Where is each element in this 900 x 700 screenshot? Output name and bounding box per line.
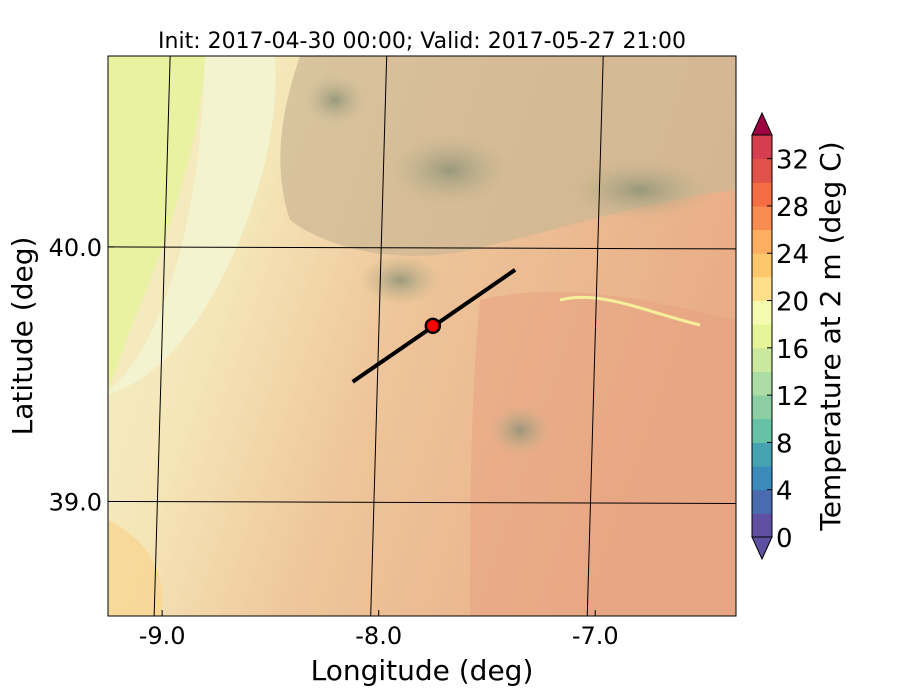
mountain-contour <box>570 160 710 220</box>
colorbar-bin <box>752 395 772 420</box>
colorbar-tick-label: 16 <box>776 335 809 365</box>
longitude-gridline <box>586 56 604 616</box>
colorbar-bin <box>752 418 772 443</box>
colorbar-outline <box>751 134 773 538</box>
mountain-contour <box>390 135 510 205</box>
colorbar-min-extension <box>751 536 773 561</box>
location-marker <box>424 317 442 335</box>
colorbar-tick-label: 12 <box>776 382 809 412</box>
mild-coastal-region <box>108 56 276 395</box>
colorbar-bin <box>752 253 772 278</box>
river-valley-line <box>559 295 701 327</box>
y-axis-label: Latitude (deg) <box>6 237 39 436</box>
colorbar-bin <box>752 513 772 538</box>
colorbar-bin <box>752 276 772 302</box>
colorbar-bin <box>752 229 772 254</box>
colorbar-max-extension <box>751 111 773 136</box>
x-tick-label: -8.0 <box>355 622 402 650</box>
mountain-contour <box>305 75 365 125</box>
y-axis-ticks: 39.0 40.0 <box>49 234 114 516</box>
map-area <box>108 56 736 616</box>
colorbar-bin <box>752 158 772 183</box>
chart-title: Init: 2017-04-30 00:00; Valid: 2017-05-2… <box>158 29 686 54</box>
colorbar-bin <box>752 182 772 207</box>
colorbar-tick-label: 8 <box>776 429 793 459</box>
latitude-gridline <box>108 500 736 504</box>
y-tick-label: 39.0 <box>49 488 102 516</box>
x-axis-ticks: -9.0 -8.0 -7.0 <box>139 610 619 650</box>
mountain-contour <box>360 255 440 305</box>
colorbar-tick-label: 4 <box>776 477 793 507</box>
colorbar-bin <box>752 489 772 514</box>
colorbar-label: Temperature at 2 m (deg C) <box>814 141 847 531</box>
colorbar-bin <box>752 371 772 396</box>
x-tick-label: -7.0 <box>572 622 619 650</box>
colorbar-bin <box>752 324 772 349</box>
warm-interior-region <box>470 291 736 616</box>
longitude-gridline <box>370 56 388 616</box>
plot-frame <box>107 55 737 617</box>
y-tick-label: 40.0 <box>49 234 102 262</box>
coastal-south-region <box>108 520 163 616</box>
colorbar-bin <box>752 205 772 231</box>
colorbar-tick-label: 32 <box>776 146 809 176</box>
colorbar-bin <box>752 135 772 160</box>
colorbar: 0 4 8 12 16 20 24 28 32 <box>751 111 809 561</box>
colorbar-tick-label: 28 <box>776 193 809 223</box>
colorbar-bin <box>752 442 772 467</box>
colorbar-bin <box>752 466 772 491</box>
latitude-gridline <box>108 246 736 250</box>
x-tick-label: -9.0 <box>139 622 186 650</box>
colorbar-tick-label: 24 <box>776 240 809 270</box>
longitude-gridline <box>153 56 171 616</box>
colorbar-tick-label: 20 <box>776 288 809 318</box>
cool-coastal-region <box>108 56 205 390</box>
x-axis-label: Longitude (deg) <box>311 654 534 687</box>
mountain-contour <box>490 405 550 455</box>
colorbar-bin <box>752 347 772 372</box>
colorbar-tick-label: 0 <box>776 524 793 554</box>
colorbar-bin <box>752 300 772 325</box>
